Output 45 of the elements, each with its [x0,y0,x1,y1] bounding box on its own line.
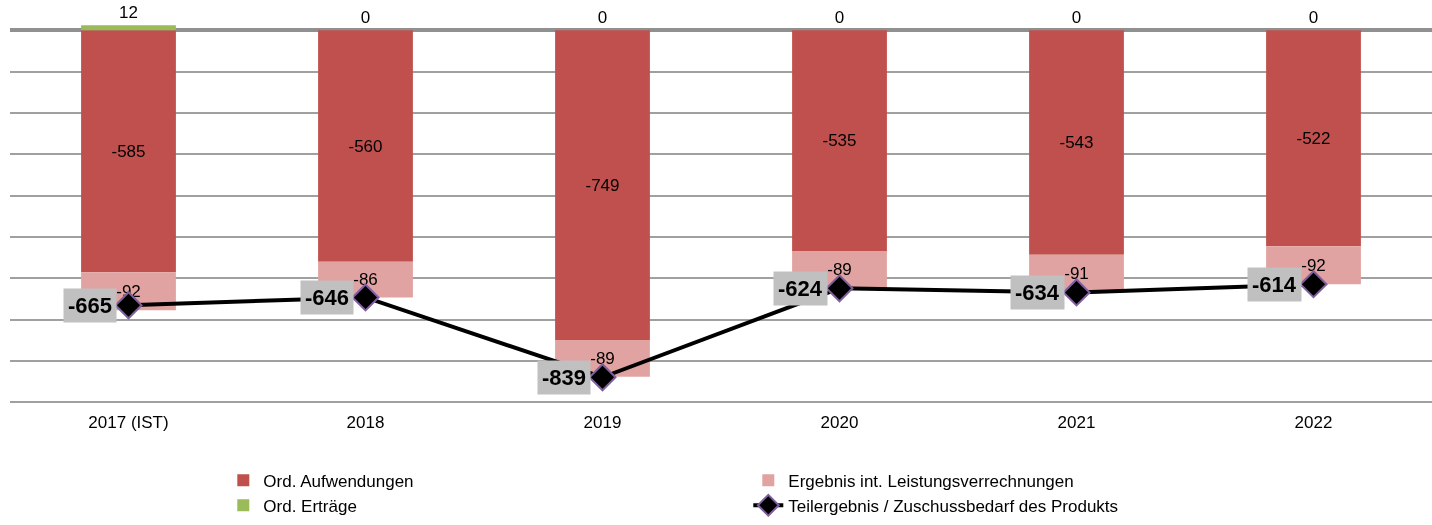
data-label: -614 [1252,272,1297,297]
data-label: 0 [1308,8,1319,28]
bar [555,30,650,341]
data-label: -535 [822,131,857,151]
x-tick-label: 2019 [583,413,622,432]
data-label: -92 [1301,255,1326,275]
bar [81,30,176,273]
x-tick-label: 2020 [820,413,859,432]
data-label: -749 [585,175,620,195]
data-label: -89 [827,260,852,280]
bar [792,30,887,252]
data-label: -585 [111,141,146,161]
point [1062,278,1091,307]
data-label: -91 [1064,264,1089,284]
point [825,274,854,303]
legend-label: Ord. Erträge [263,496,357,516]
data-label: 0 [834,8,845,28]
data-label: 0 [597,8,608,28]
bar [1029,30,1124,255]
data-label: -86 [353,270,378,290]
data-label: -543 [1059,133,1094,153]
data-label: -634 [1015,280,1060,305]
data-label: -646 [305,285,350,310]
x-tick-label: 2018 [346,413,385,432]
data-label: -624 [778,276,823,301]
data-label: -522 [1296,128,1331,148]
data-label: 0 [360,8,371,28]
data-label: -89 [590,348,615,368]
point [588,363,617,392]
bar [81,25,176,31]
data-label: 12 [119,3,138,23]
data-label: 0 [1071,8,1082,28]
x-tick-label: 2017 (IST) [88,413,169,432]
bar [1266,30,1361,247]
legend-label: Ergebnis int. Leistungsverrechnungen [788,471,1074,491]
x-tick-label: 2021 [1057,413,1096,432]
legend-label: Ord. Aufwendungen [263,471,414,491]
bar [318,30,413,262]
x-tick-label: 2022 [1294,413,1333,432]
data-label: -839 [542,365,587,390]
data-label: -560 [348,136,383,156]
data-label: -665 [68,293,113,318]
point [351,283,380,312]
legend-label: Teilergebnis / Zuschussbedarf des Produkts [788,496,1119,516]
point [1299,270,1328,299]
